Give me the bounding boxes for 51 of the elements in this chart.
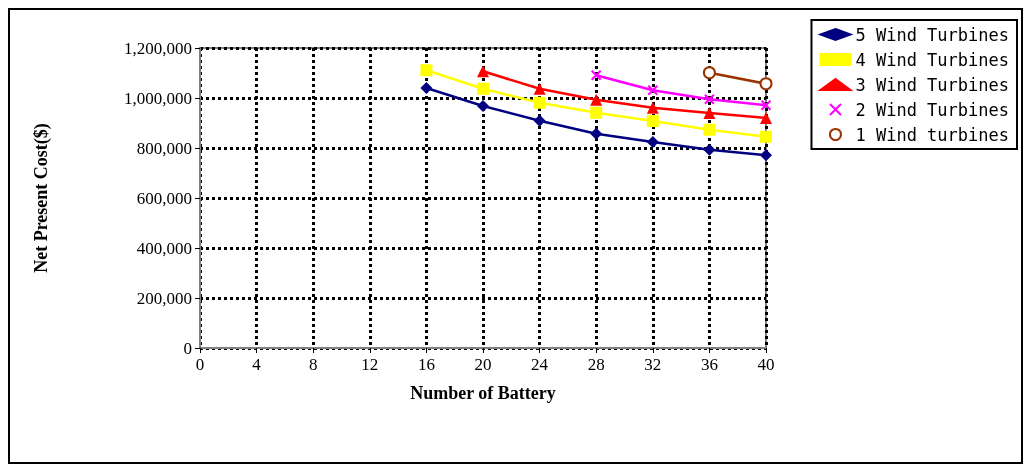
point	[590, 106, 603, 119]
legend-label: 3 Wind Turbines	[855, 74, 1010, 95]
y-tick-label: 800,000	[136, 138, 192, 158]
y-tick-label: 400,000	[136, 238, 192, 258]
y-tick-label: 200,000	[136, 288, 192, 308]
x-tick-label: 20	[474, 355, 492, 374]
point	[703, 143, 716, 156]
x-axis-title: Number of Battery	[410, 383, 556, 403]
y-tick-label: 0	[183, 338, 192, 358]
y-tick-label: 600,000	[136, 188, 192, 208]
x-tick-label: 40	[757, 355, 775, 374]
point	[646, 115, 659, 127]
y-tick-label: 1,200,000	[124, 38, 192, 58]
point	[760, 112, 772, 124]
x-tick-label: 12	[361, 355, 379, 374]
point	[533, 82, 546, 95]
x-tick-label: 4	[252, 355, 262, 374]
y-tick-label: 1,000,000	[124, 88, 192, 108]
x-tick-label: 0	[195, 355, 205, 374]
legend-label: 1 Wind turbines	[855, 124, 1010, 145]
point	[703, 107, 716, 119]
point	[590, 127, 603, 140]
point	[703, 123, 716, 136]
legend-label: 4 Wind Turbines	[855, 49, 1010, 70]
point	[477, 100, 489, 112]
x-tick-label: 8	[308, 355, 318, 374]
x-tick-label: 24	[531, 355, 549, 374]
point	[647, 84, 659, 96]
point	[646, 136, 659, 148]
point	[646, 101, 659, 114]
point	[702, 66, 716, 80]
x-tick-label: 36	[700, 355, 718, 374]
point	[703, 93, 715, 105]
x-tick-label: 32	[644, 355, 662, 374]
x-tick-label: 16	[417, 355, 435, 374]
point	[760, 149, 772, 162]
point	[760, 99, 772, 111]
point	[533, 114, 546, 127]
point	[477, 65, 489, 78]
point	[420, 64, 433, 77]
legend-label: 2 Wind Turbines	[855, 99, 1010, 120]
x-tick-label: 28	[587, 355, 605, 374]
point	[759, 77, 773, 91]
point	[590, 69, 602, 81]
point	[760, 130, 772, 143]
point	[420, 82, 433, 94]
y-axis-title: Net Present Cost($)	[31, 123, 52, 273]
legend-label: 5 Wind Turbines	[855, 24, 1010, 45]
point	[590, 93, 603, 106]
point	[533, 96, 546, 109]
point	[477, 82, 489, 95]
